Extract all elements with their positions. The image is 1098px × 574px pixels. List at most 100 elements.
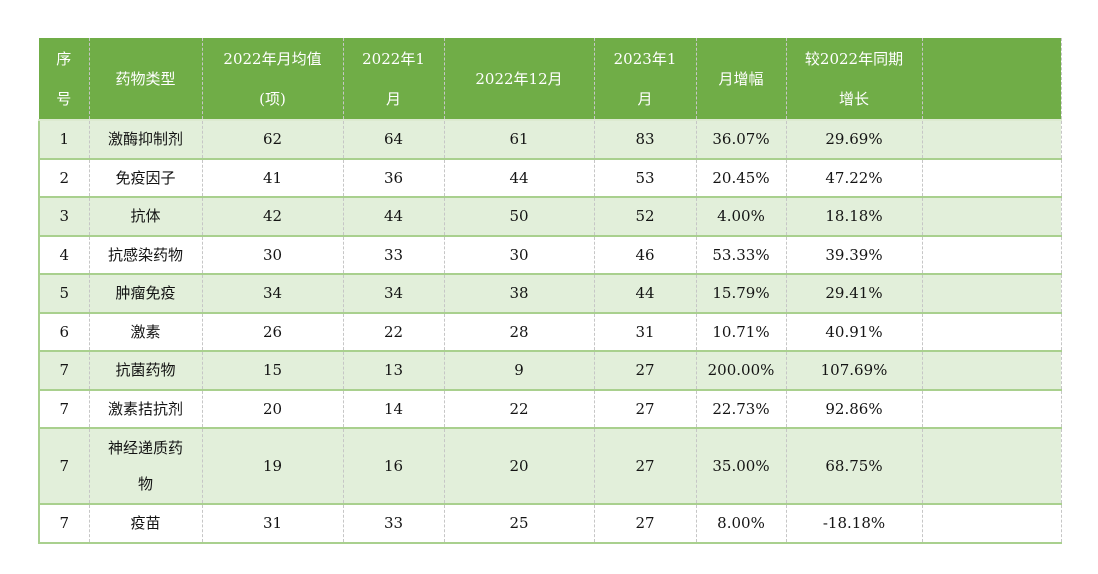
table-header: 序 号药物类型 2022年月均值 (项) 2022年1 月 2022年12月 2023年…: [39, 38, 1062, 121]
table-cell: 28: [444, 312, 595, 352]
table-cell: 3: [38, 197, 90, 237]
header-cell: 药物类型: [89, 38, 203, 121]
header-cell: 2023年1 月: [594, 38, 697, 121]
table-cell: 39.39%: [786, 235, 923, 275]
table-cell: 免疫因子: [89, 158, 203, 198]
table-cell: 疫苗: [89, 504, 203, 544]
table-cell: 92.86%: [786, 389, 923, 429]
table-cell: 31: [202, 504, 344, 544]
drug-monthly-data-table: 序 号药物类型 2022年月均值 (项) 2022年1 月 2022年12月 2023年…: [38, 38, 1062, 544]
table-cell: 20.45%: [696, 158, 787, 198]
table-cell: 35.00%: [696, 428, 787, 505]
table-cell: 53: [594, 158, 697, 198]
table-cell: 62: [202, 120, 344, 160]
table-cell: 激酶抑制剂: [89, 120, 203, 160]
table-cell: 20: [202, 389, 344, 429]
table-cell: 30: [444, 235, 595, 275]
table-cell: [922, 235, 1062, 275]
table-row: 7 疫苗 31 33 25 27 8.00% -18.18%: [38, 504, 1062, 544]
header-cell: 较2022年同期 增长: [786, 38, 923, 121]
table-row: 2 免疫因子 41 36 44 53 20.45% 47.22%: [38, 158, 1062, 198]
header-cell: 月增幅: [696, 38, 787, 121]
table-cell: 34: [343, 274, 445, 314]
table-row: 3 抗体 42 44 50 52 4.00% 18.18%: [38, 197, 1062, 237]
table-cell: 36.07%: [696, 120, 787, 160]
table-cell: 38: [444, 274, 595, 314]
table-cell: 46: [594, 235, 697, 275]
table-row: 6 激素 26 22 28 31 10.71% 40.91%: [38, 312, 1062, 352]
table-cell: 激素: [89, 312, 203, 352]
table-cell: 64: [343, 120, 445, 160]
table-row: 7 神经递质药 物 19 16 20 27 35.00% 68.75%: [38, 428, 1062, 505]
table-cell: 14: [343, 389, 445, 429]
table-cell: 41: [202, 158, 344, 198]
table-cell: 27: [594, 428, 697, 505]
table-row: 1 激酶抑制剂 62 64 61 83 36.07% 29.69%: [38, 120, 1062, 160]
table-cell: 7: [38, 504, 90, 544]
table-cell: 27: [594, 504, 697, 544]
table-cell: 68.75%: [786, 428, 923, 505]
table-body: 1 激酶抑制剂 62 64 61 83 36.07% 29.69% 2 免疫因子 41 36 44 53 2…: [38, 120, 1062, 544]
table-cell: 15: [202, 351, 344, 391]
table-cell: 22: [444, 389, 595, 429]
table-cell: 83: [594, 120, 697, 160]
table-cell: [922, 428, 1062, 505]
table-cell: [922, 197, 1062, 237]
table-cell: 27: [594, 389, 697, 429]
table-cell: [922, 274, 1062, 314]
table-cell: 26: [202, 312, 344, 352]
table-cell: 15.79%: [696, 274, 787, 314]
table-cell: 44: [444, 158, 595, 198]
table-cell: 27: [594, 351, 697, 391]
table-cell: 107.69%: [786, 351, 923, 391]
table-cell: 13: [343, 351, 445, 391]
table-cell: [922, 351, 1062, 391]
table-cell: 9: [444, 351, 595, 391]
table-cell: 61: [444, 120, 595, 160]
table-cell: 50: [444, 197, 595, 237]
table-cell: [922, 120, 1062, 160]
table-cell: 19: [202, 428, 344, 505]
table-cell: 29.41%: [786, 274, 923, 314]
table-cell: 8.00%: [696, 504, 787, 544]
table-cell: 44: [594, 274, 697, 314]
header-cell: 序 号: [39, 38, 90, 121]
header-cell: 2022年12月: [444, 38, 595, 121]
table-cell: 29.69%: [786, 120, 923, 160]
table-cell: 53.33%: [696, 235, 787, 275]
table-row: 7 抗菌药物 15 13 9 27 200.00% 107.69%: [38, 351, 1062, 391]
table-cell: 抗体: [89, 197, 203, 237]
table-cell: 20: [444, 428, 595, 505]
table-cell: 42: [202, 197, 344, 237]
table-cell: 4: [38, 235, 90, 275]
table-cell: -18.18%: [786, 504, 923, 544]
table-cell: 33: [343, 504, 445, 544]
table-cell: 16: [343, 428, 445, 505]
header-cell: 2022年月均值 (项): [202, 38, 344, 121]
table-row: 4 抗感染药物 30 33 30 46 53.33% 39.39%: [38, 235, 1062, 275]
table-cell: 肿瘤免疫: [89, 274, 203, 314]
table-cell: 36: [343, 158, 445, 198]
header-cell: 2022年1 月: [343, 38, 445, 121]
table-cell: 激素拮抗剂: [89, 389, 203, 429]
table-cell: 18.18%: [786, 197, 923, 237]
table-cell: 2: [38, 158, 90, 198]
header-cell: [922, 38, 1062, 121]
table-cell: 10.71%: [696, 312, 787, 352]
table-cell: 5: [38, 274, 90, 314]
table-cell: 40.91%: [786, 312, 923, 352]
table-cell: 神经递质药 物: [89, 428, 203, 505]
table-cell: 200.00%: [696, 351, 787, 391]
header-row: 序 号药物类型 2022年月均值 (项) 2022年1 月 2022年12月 2023年…: [39, 38, 1062, 121]
table-cell: 7: [38, 351, 90, 391]
table-cell: [922, 389, 1062, 429]
table-cell: 7: [38, 428, 90, 505]
table-cell: 47.22%: [786, 158, 923, 198]
table-cell: 25: [444, 504, 595, 544]
table-cell: 22: [343, 312, 445, 352]
table-cell: 1: [38, 120, 90, 160]
table-cell: 52: [594, 197, 697, 237]
table-cell: 30: [202, 235, 344, 275]
table-cell: 33: [343, 235, 445, 275]
